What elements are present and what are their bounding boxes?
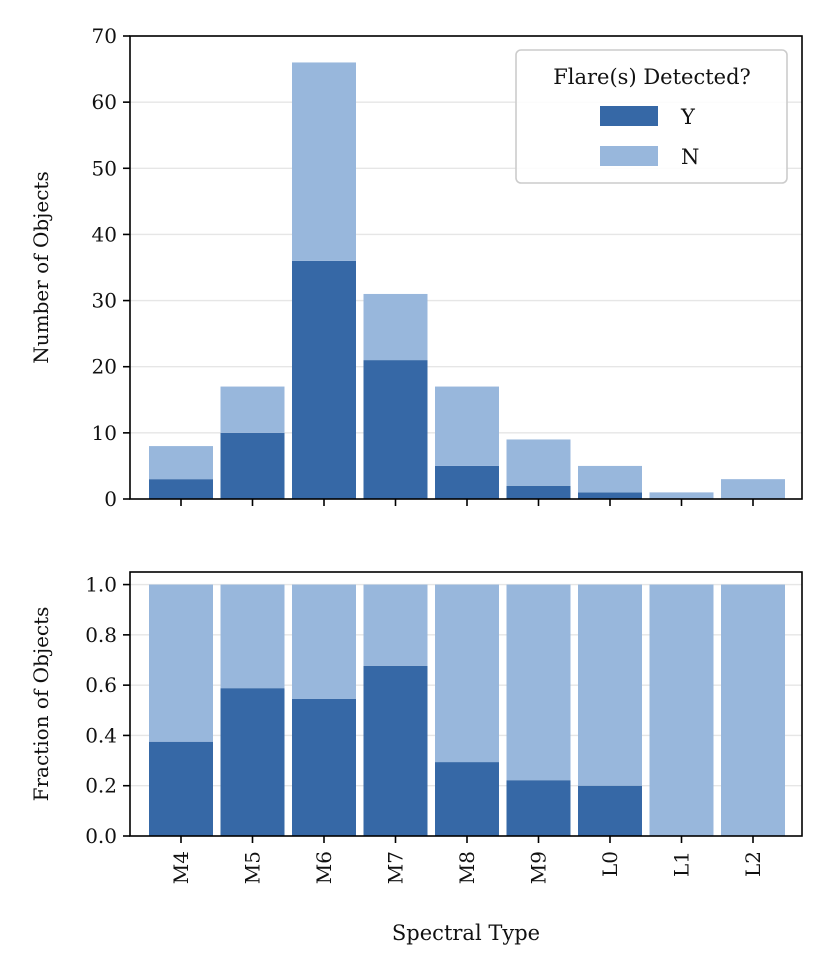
top-y-ticks: 0 10 20 30 40 50 60 70: [92, 24, 130, 511]
top-axes-frame: [129, 35, 803, 500]
legend-swatch-y: [600, 106, 658, 126]
bar-m5-y: [220, 688, 285, 836]
bar-m5-n: [220, 386, 285, 433]
legend-label-y: Y: [680, 105, 696, 129]
bar-l2-n: [721, 584, 785, 836]
x-tick-label: M7: [384, 851, 408, 884]
bar-l1-n: [649, 584, 714, 836]
bar-m8-y: [435, 762, 499, 836]
top-bars: [149, 62, 785, 499]
top-y-axis-label: Number of Objects: [29, 171, 53, 363]
bar-m5-y: [220, 432, 285, 499]
bar-m9-n: [506, 439, 571, 486]
bar-m9-y: [506, 780, 571, 836]
legend-title: Flare(s) Detected?: [553, 65, 751, 89]
bottom-y-axis-label: Fraction of Objects: [29, 607, 53, 802]
legend-label-n: N: [681, 145, 699, 169]
bar-l2-n: [721, 479, 785, 499]
x-tick-label: M4: [169, 851, 193, 884]
x-tick-label: M5: [241, 851, 265, 884]
bar-m7-n: [363, 584, 428, 666]
x-tick-label: L2: [741, 851, 765, 877]
bar-m7-y: [363, 360, 428, 499]
y-tick-label: 0.8: [85, 623, 117, 647]
bar-l0-n: [578, 465, 642, 493]
bar-m9-y: [506, 485, 571, 499]
bar-l0-n: [578, 584, 642, 786]
bar-m7-y: [363, 665, 428, 836]
y-tick-label: 10: [92, 421, 117, 445]
bar-l0-y: [578, 785, 642, 836]
bar-m4-n: [149, 446, 213, 480]
y-tick-label: 0.2: [85, 774, 117, 798]
y-tick-label: 0: [104, 487, 117, 511]
bar-m6-y: [292, 698, 356, 836]
x-tick-label: L1: [670, 851, 694, 877]
legend: Flare(s) Detected? Y N: [515, 49, 788, 184]
bar-m4-y: [149, 741, 213, 836]
bottom-x-ticks: M4 M5 M6 M7 M8 M9 L0 L1 L2: [169, 836, 765, 884]
y-tick-label: 60: [92, 90, 117, 114]
bottom-y-ticks: 0.0 0.2 0.4 0.6 0.8 1.0: [85, 573, 130, 848]
bar-m4-y: [149, 479, 213, 499]
bar-m8-n: [435, 386, 499, 466]
bar-m6-y: [292, 260, 356, 499]
bottom-panel-fraction: 0.0 0.2 0.4 0.6 0.8 1.0 M4 M5 M6 M7 M8 M9 L0 L1 L2 Fr…: [29, 571, 803, 945]
bar-m8-y: [435, 465, 499, 499]
bar-m6-n: [292, 584, 356, 699]
bar-m9-n: [506, 584, 571, 781]
y-tick-label: 1.0: [85, 573, 117, 597]
bar-m5-n: [220, 584, 285, 689]
legend-swatch-n: [600, 146, 658, 166]
bar-m8-n: [435, 584, 499, 763]
x-tick-label: M9: [527, 851, 551, 884]
y-tick-label: 50: [92, 156, 117, 180]
x-tick-label: L0: [598, 851, 622, 877]
y-tick-label: 0.4: [85, 723, 117, 747]
top-panel-count: 0 10 20 30 40 50 60 70 Number of Objects Flare(…: [29, 24, 803, 511]
bar-m7-n: [363, 293, 428, 361]
y-tick-label: 20: [92, 355, 117, 379]
bottom-bars: [149, 584, 785, 836]
y-tick-label: 0.6: [85, 673, 117, 697]
y-tick-label: 30: [92, 289, 117, 313]
y-tick-label: 70: [92, 24, 117, 48]
x-axis-label: Spectral Type: [392, 921, 540, 945]
bar-l0-y: [578, 492, 642, 499]
bottom-axes-frame: [129, 571, 803, 837]
bar-m6-n: [292, 62, 356, 261]
x-tick-label: M6: [312, 851, 336, 884]
y-tick-label: 40: [92, 222, 117, 246]
x-tick-label: M8: [455, 851, 479, 884]
y-tick-label: 0.0: [85, 824, 117, 848]
top-x-ticks: [180, 499, 754, 506]
bar-m4-n: [149, 584, 213, 742]
bar-l1-n: [649, 492, 714, 499]
